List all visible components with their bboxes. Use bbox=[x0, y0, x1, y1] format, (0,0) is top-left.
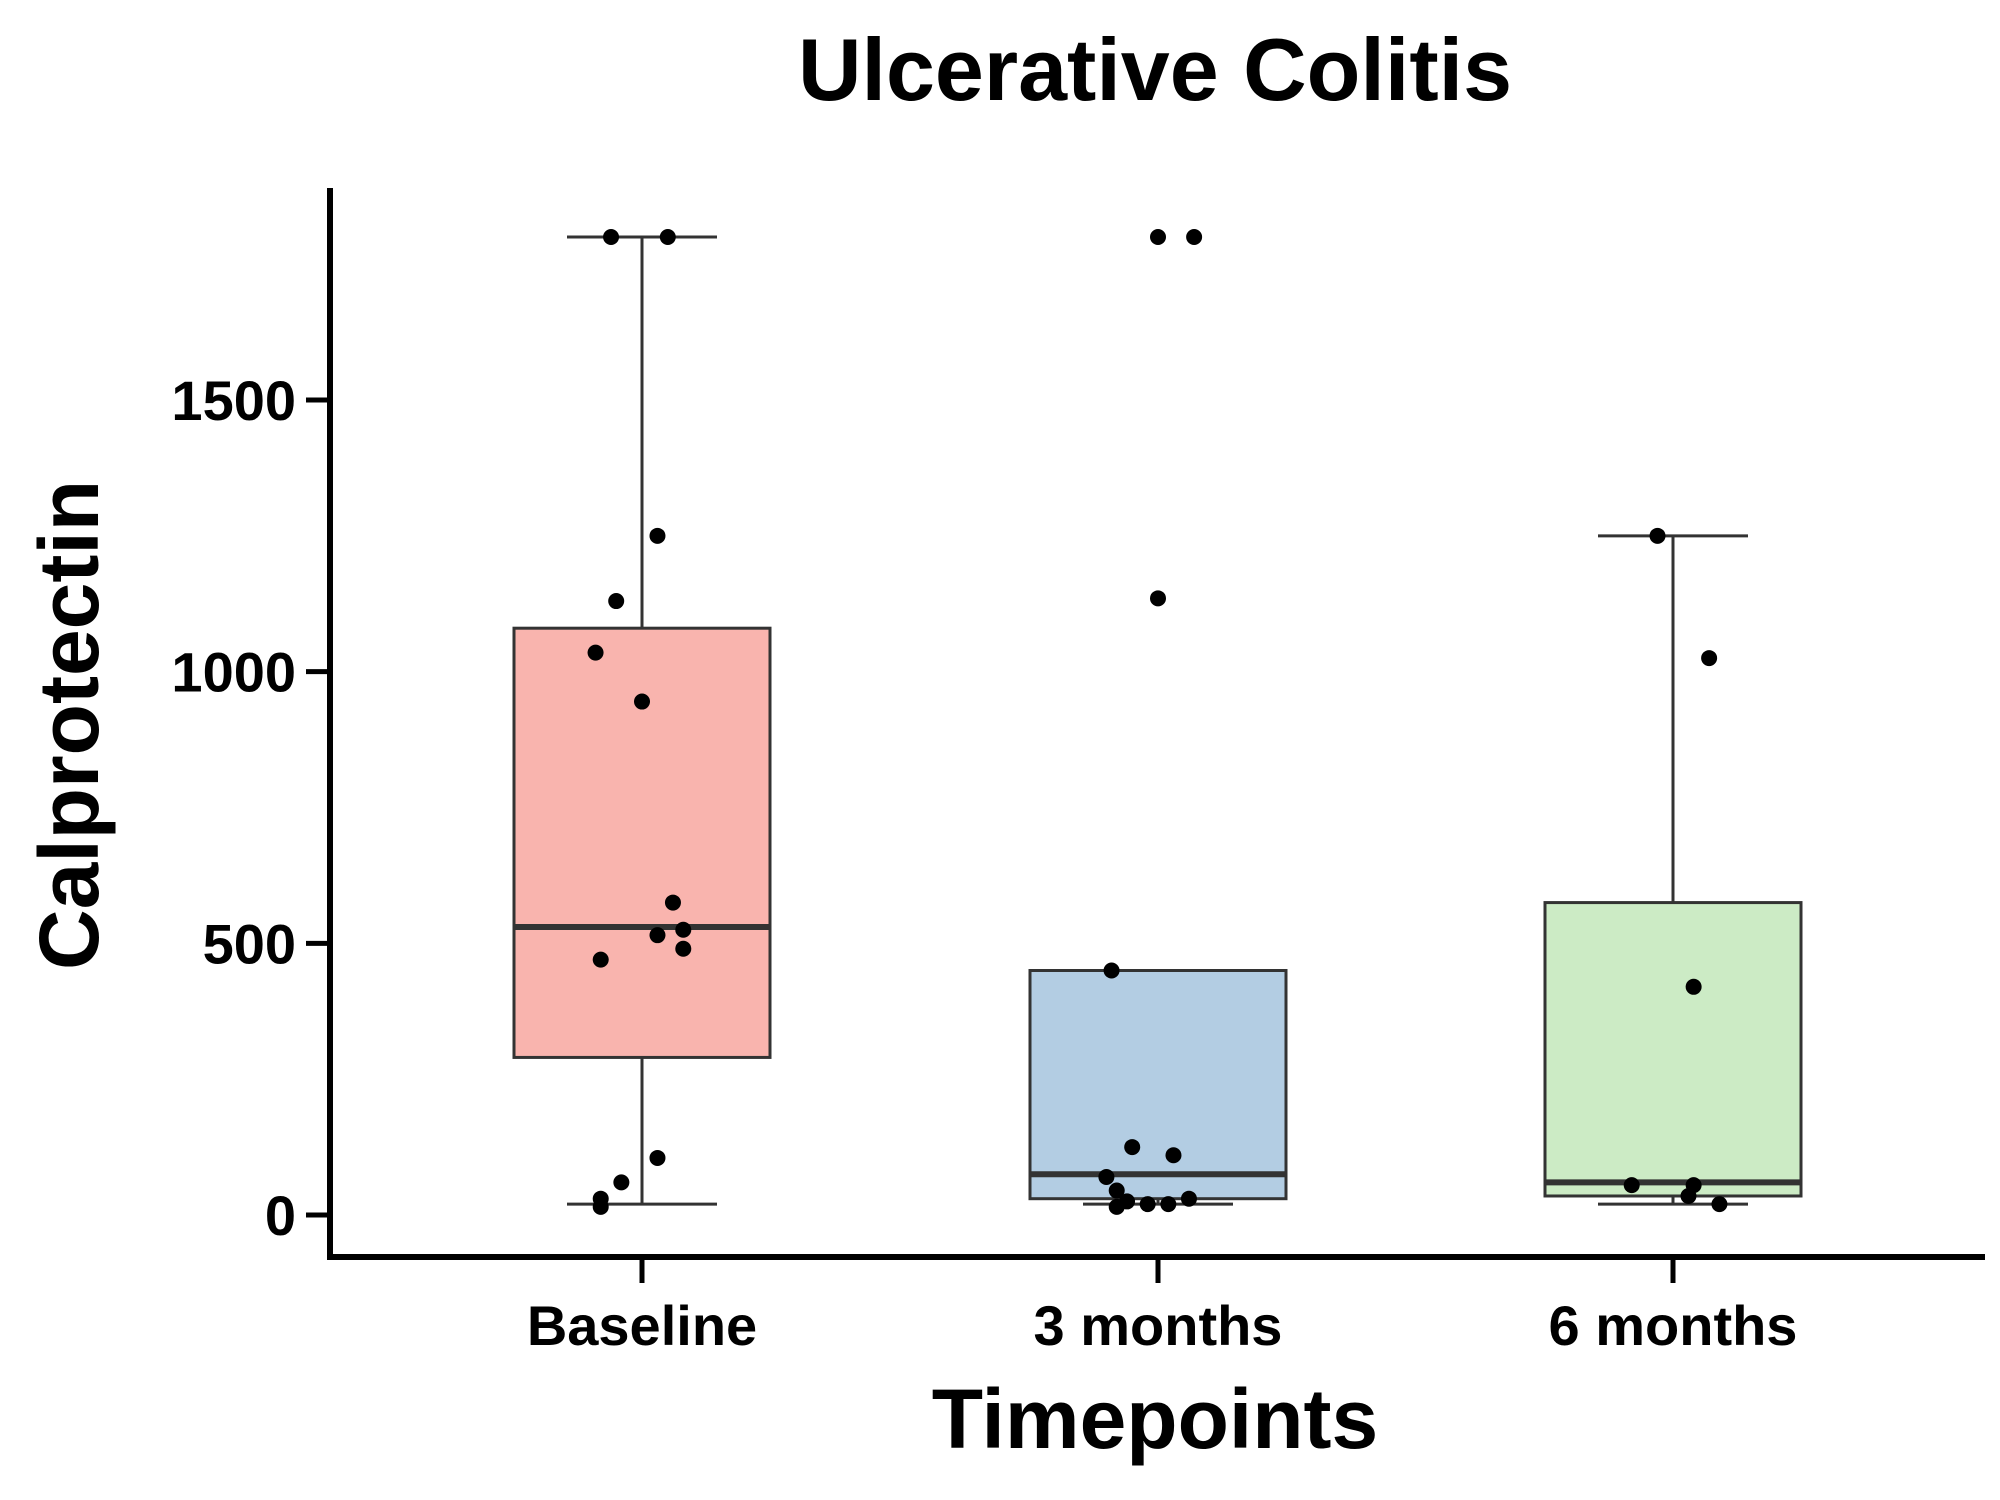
box-group-3 bbox=[1543, 527, 1803, 1213]
data-point bbox=[675, 940, 692, 957]
data-point bbox=[613, 1174, 630, 1191]
data-point bbox=[1180, 1190, 1197, 1207]
y-axis-title: Calprotectin bbox=[22, 480, 116, 970]
data-point bbox=[1160, 1196, 1177, 1213]
data-point bbox=[1103, 962, 1120, 979]
data-point bbox=[1186, 229, 1203, 245]
data-point bbox=[1711, 1196, 1728, 1213]
data-point bbox=[1150, 590, 1166, 607]
box-iqr bbox=[1028, 969, 1288, 1201]
data-point bbox=[608, 593, 625, 610]
data-point bbox=[649, 1149, 666, 1166]
data-point bbox=[1150, 229, 1166, 245]
data-point bbox=[1098, 1168, 1115, 1185]
data-point bbox=[1108, 1182, 1125, 1199]
box-group-2 bbox=[1028, 229, 1288, 1215]
data-point bbox=[592, 951, 609, 968]
x-axis-title: Timepoints bbox=[932, 1372, 1379, 1466]
data-point bbox=[1108, 1198, 1125, 1215]
data-point bbox=[1165, 1147, 1182, 1164]
data-point bbox=[634, 693, 650, 710]
x-tick-label: 3 months bbox=[1034, 1294, 1283, 1357]
data-point bbox=[1685, 978, 1702, 995]
y-tick-label: 1000 bbox=[171, 641, 296, 704]
data-point bbox=[587, 644, 604, 661]
data-point bbox=[1701, 650, 1718, 667]
box-iqr bbox=[512, 626, 772, 1059]
box-group-1 bbox=[512, 229, 772, 1215]
x-tick-label: Baseline bbox=[527, 1294, 757, 1357]
data-point bbox=[603, 229, 620, 245]
data-point bbox=[592, 1198, 609, 1215]
y-tick-label: 500 bbox=[203, 912, 296, 975]
data-point bbox=[649, 527, 666, 544]
chart-title: Ulcerative Colitis bbox=[798, 20, 1512, 119]
axes: 0 500 1000 1500 Baseline 3 months 6 months bbox=[171, 188, 1985, 1357]
data-point bbox=[1124, 1139, 1141, 1156]
data-point bbox=[675, 921, 692, 938]
data-point bbox=[664, 894, 681, 911]
box-iqr bbox=[1543, 901, 1803, 1198]
x-tick-label: 6 months bbox=[1549, 1294, 1798, 1357]
data-point bbox=[1680, 1187, 1697, 1204]
data-point bbox=[1623, 1177, 1640, 1194]
data-point bbox=[1649, 527, 1666, 544]
data-point bbox=[659, 229, 676, 245]
plot-area bbox=[512, 229, 1803, 1215]
data-point bbox=[1139, 1196, 1156, 1213]
y-tick-label: 0 bbox=[265, 1184, 296, 1247]
y-tick-label: 1500 bbox=[171, 369, 296, 432]
data-point bbox=[649, 927, 666, 944]
